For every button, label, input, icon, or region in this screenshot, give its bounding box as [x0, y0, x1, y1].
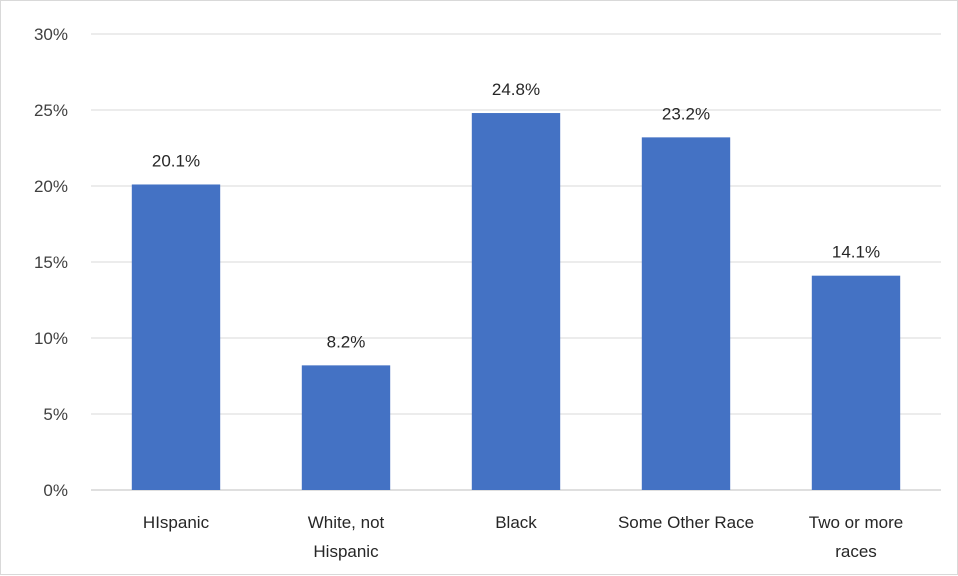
data-label: 20.1% — [152, 151, 200, 170]
category-label: HIspanic — [143, 513, 210, 532]
data-label: 24.8% — [492, 80, 540, 99]
bar — [471, 113, 561, 490]
category-label: Black — [495, 513, 537, 532]
data-label: 23.2% — [662, 104, 710, 123]
y-tick-label: 15% — [34, 253, 68, 272]
x-axis-category-labels: HIspanic White, not Hispanic Black Some Othe… — [143, 513, 903, 561]
y-tick-label: 30% — [34, 25, 68, 44]
bars — [131, 113, 901, 491]
category-label: White, not — [308, 513, 385, 532]
y-tick-label: 10% — [34, 329, 68, 348]
category-label: Some Other Race — [618, 513, 754, 532]
category-label: Two or more — [809, 513, 903, 532]
y-tick-label: 0% — [43, 481, 68, 500]
bar — [131, 184, 221, 491]
y-axis-tick-labels: 0% 5% 10% 15% 20% 25% 30% — [34, 25, 68, 500]
category-label: Hispanic — [313, 542, 379, 561]
category-label: races — [835, 542, 877, 561]
y-tick-label: 5% — [43, 405, 68, 424]
data-labels: 20.1% 8.2% 24.8% 23.2% 14.1% — [152, 80, 880, 351]
data-label: 8.2% — [327, 332, 366, 351]
y-tick-label: 25% — [34, 101, 68, 120]
bar — [811, 275, 901, 490]
bar — [641, 137, 731, 491]
data-label: 14.1% — [832, 243, 880, 262]
bar — [301, 365, 391, 490]
y-tick-label: 20% — [34, 177, 68, 196]
